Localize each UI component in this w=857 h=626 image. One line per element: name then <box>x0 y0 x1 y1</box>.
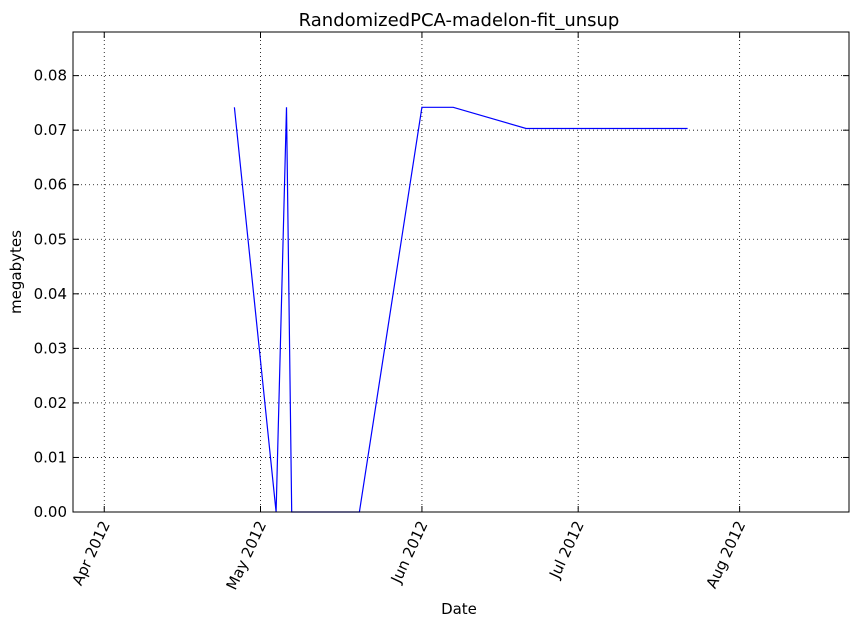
y-axis-label: megabytes <box>7 230 25 314</box>
y-tick-label: 0.04 <box>34 285 67 303</box>
y-tick-label: 0.00 <box>34 503 67 521</box>
x-axis-label: Date <box>441 600 477 618</box>
x-tick-label: Jul 2012 <box>545 518 588 582</box>
series-layer <box>233 106 688 513</box>
plot-frame <box>72 31 850 513</box>
grid <box>73 32 849 512</box>
x-tick-label: Apr 2012 <box>68 518 113 588</box>
y-tick-label: 0.07 <box>34 121 67 139</box>
ticks <box>73 32 849 513</box>
chart-title: RandomizedPCA-madelon-fit_unsup <box>299 10 620 31</box>
y-tick-label: 0.01 <box>34 448 67 466</box>
x-tick-labels: Apr 2012 May 2012 Jun 2012 Jul 2012 Aug 2012 <box>68 518 749 593</box>
y-tick-label: 0.03 <box>34 339 67 357</box>
series-line <box>233 106 688 513</box>
x-tick-label: Jun 2012 <box>387 518 432 587</box>
y-tick-label: 0.06 <box>34 176 67 194</box>
y-tick-label: 0.05 <box>34 230 67 248</box>
y-tick-label: 0.02 <box>34 394 67 412</box>
x-tick-label: May 2012 <box>223 518 271 593</box>
x-tick-label: Aug 2012 <box>702 518 749 591</box>
y-tick-labels: 0.00 0.01 0.02 0.03 0.04 0.05 0.06 0.07 0.08 <box>34 67 67 521</box>
y-tick-label: 0.08 <box>34 67 67 85</box>
